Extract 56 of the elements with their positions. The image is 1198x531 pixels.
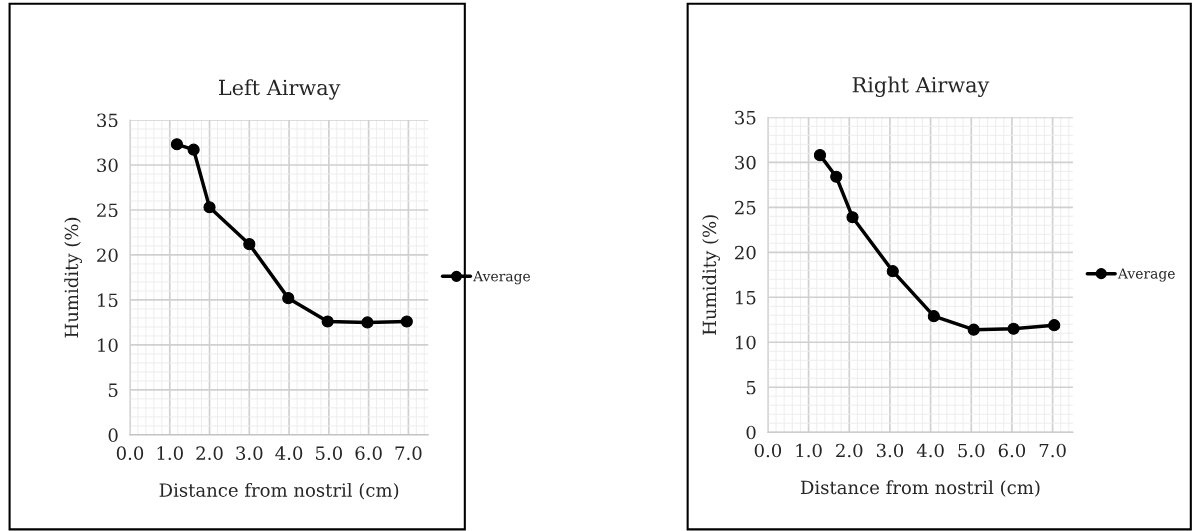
y-tick-label: 20 <box>97 248 118 263</box>
point <box>170 138 183 151</box>
y-tick-label: 25 <box>97 203 118 218</box>
y-tick-label: 5 <box>746 380 756 395</box>
x-tick-label: 2.0 <box>196 446 223 460</box>
y-tick-label: 0 <box>746 425 756 440</box>
point <box>813 149 827 162</box>
x-tick-label: 1.0 <box>796 443 822 458</box>
y-tick-label: 15 <box>98 293 118 308</box>
y-tick-label: 25 <box>735 200 756 215</box>
point <box>846 211 859 224</box>
point <box>400 315 413 328</box>
y-axis-title: Humidity (%) <box>64 217 83 338</box>
legend-label: Average <box>473 271 531 285</box>
x-tick-label: 7.0 <box>395 446 422 460</box>
point <box>243 238 256 251</box>
y-tick-label: 35 <box>735 110 756 125</box>
point <box>967 323 980 336</box>
point <box>203 201 216 214</box>
y-tick-label: 0 <box>108 428 118 443</box>
x-tick-label: 6.0 <box>355 446 382 460</box>
y-tick-label: 35 <box>97 113 118 128</box>
point <box>361 316 374 329</box>
point <box>187 143 200 156</box>
x-tick-label: 5.0 <box>316 446 343 460</box>
x-tick-label: 6.0 <box>998 443 1026 458</box>
y-tick-label: 30 <box>735 155 756 170</box>
y-tick-label: 30 <box>97 158 118 173</box>
x-tick-label: 0.0 <box>116 446 144 460</box>
x-tick-label: 2.0 <box>836 443 863 458</box>
point <box>1007 322 1020 335</box>
x-tick-label: 3.0 <box>236 446 263 460</box>
y-tick-label: 15 <box>736 290 756 305</box>
legend-label: Average <box>1117 268 1175 282</box>
x-tick-label: 1.0 <box>157 446 183 460</box>
point <box>321 315 334 328</box>
y-tick-label: 10 <box>98 338 118 353</box>
point <box>886 265 899 278</box>
y-tick-label: 10 <box>736 335 756 350</box>
x-axis-title: Distance from nostril (cm) <box>159 482 399 500</box>
x-tick-label: 4.0 <box>275 446 303 460</box>
point <box>282 292 295 305</box>
y-tick-label: 5 <box>108 383 118 398</box>
x-tick-label: 7.0 <box>1039 443 1066 458</box>
point <box>1048 319 1061 332</box>
x-tick-label: 0.0 <box>754 443 782 458</box>
point <box>927 310 940 323</box>
chart-title: Left Airway <box>219 79 341 100</box>
x-tick-label: 3.0 <box>876 443 904 458</box>
x-tick-label: 5.0 <box>958 443 985 458</box>
y-axis-title: Humidity (%) <box>702 215 720 335</box>
x-axis-title: Distance from nostril (cm) <box>800 480 1040 497</box>
chart-title: Right Airway <box>852 76 990 97</box>
y-tick-label: 20 <box>735 245 756 260</box>
point <box>830 170 843 183</box>
x-tick-label: 4.0 <box>916 443 944 458</box>
